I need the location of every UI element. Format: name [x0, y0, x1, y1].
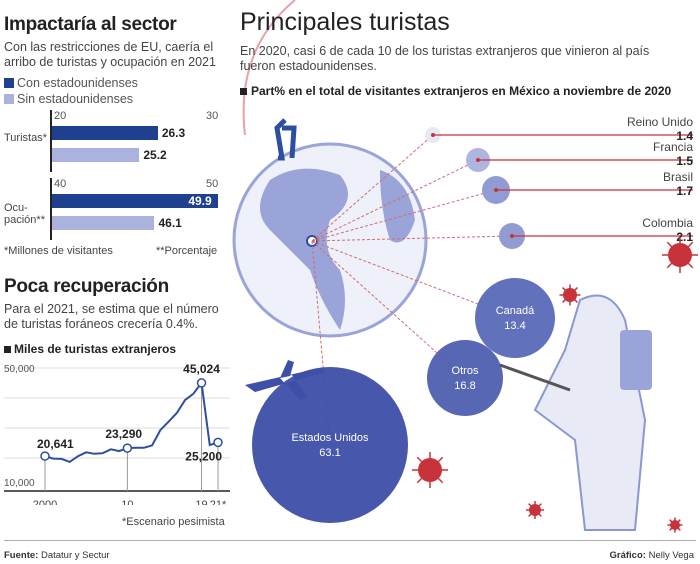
bubble-otros: [427, 340, 503, 416]
bar-sin: [52, 216, 155, 230]
impact-bar-chart: 20 30 Turistas* 26.3 25.2 40 50 Ocu- pación** 49…: [0, 108, 230, 243]
hazmat-worker-illustration: [533, 294, 647, 531]
legend-swatch: [4, 94, 14, 104]
recovery-title: Poca recuperación: [4, 276, 169, 297]
value-label: 1.4: [676, 129, 693, 143]
virus-icon: [670, 520, 680, 530]
data-point: [122, 443, 133, 453]
line-chart-title: Miles de turistas extranjeros: [4, 342, 176, 356]
virus-icon: [563, 288, 577, 302]
europe-africa-landmass: [380, 170, 415, 243]
country-label: Reino Unido: [627, 115, 693, 129]
subtitle-line: Para el 2021, se estima que el número: [4, 302, 219, 316]
data-label: 25,200: [185, 449, 222, 463]
bubble-estados-unidos: [252, 367, 408, 523]
value-label: 2.1: [676, 230, 693, 244]
sprayer-person-illustration: [274, 118, 297, 161]
source: Fuente: Datatur y Sectur: [4, 550, 110, 561]
value-label: 13.4: [504, 320, 525, 332]
scenario-note: *Escenario pesimista: [122, 516, 225, 528]
x-tick-label: 10: [121, 499, 133, 505]
recovery-subtitle: Para el 2021, se estima que el número de…: [4, 302, 219, 332]
sprayer-tank: [620, 330, 652, 390]
legend-label: Sin estadounidenses: [17, 92, 134, 106]
axis-tick-label: 30: [206, 110, 219, 122]
data-label: 23,290: [105, 427, 142, 441]
data-point: [196, 378, 207, 388]
connector-line: [311, 235, 513, 242]
axis-tick-label: 20: [54, 110, 67, 122]
bullet-icon: [4, 345, 11, 353]
value-label: 1.7: [676, 184, 693, 198]
x-tick-label: 2000: [33, 499, 57, 505]
credit: Gráfico: Nelly Vega: [609, 550, 695, 561]
tourists-line-chart: 50,000 10,000 20,641 23,290 45,024 25,200 2000…: [4, 362, 230, 505]
bar-axis-line: [50, 178, 52, 240]
decorative-arc: [242, 0, 296, 136]
airplane-icon: [245, 360, 325, 400]
subtitle-line: En 2020, casi 6 de cada 10 de los turist…: [240, 44, 650, 58]
footnote-millions: *Millones de visitantes: [4, 245, 113, 257]
country-label: Colombia: [642, 216, 693, 230]
connector-line: [311, 134, 434, 242]
bar-sin: [52, 148, 140, 162]
x-tick-label: 19: [195, 499, 207, 505]
legend-label: Con estadounidenses: [17, 76, 138, 90]
country-label: Estados Unidos: [291, 432, 369, 444]
legend-swatch: [4, 78, 14, 88]
data-point: [40, 451, 50, 461]
group-label: Ocu- pación**: [4, 202, 45, 226]
group-label: Turistas*: [4, 132, 47, 144]
americas-landmass: [260, 168, 348, 330]
legend-con: Con estadounidenses: [4, 76, 138, 90]
virus-icon: [418, 458, 442, 482]
value-label: 16.8: [454, 380, 475, 392]
connector-line: [311, 159, 479, 242]
country-label: Brasil: [663, 170, 693, 184]
value-label: 1.5: [676, 154, 693, 168]
bar-value-label: 26.3: [161, 126, 186, 140]
bar-value-label: 49.9: [188, 194, 212, 208]
subtitle-line: de turistas foráneos crecería 0.4%.: [4, 317, 198, 331]
value-label: 63.1: [319, 447, 340, 459]
main-title: Principales turistas: [240, 8, 450, 36]
bubble-canadá: [475, 278, 555, 358]
x-tick-label: 21*: [210, 499, 227, 505]
country-label: Otros: [452, 365, 479, 377]
subtitle-line: Con las restricciones de EU, caería el: [4, 40, 214, 54]
bar-value-label: 46.1: [158, 216, 182, 230]
subtitle-line: fueron estadounidenses.: [240, 59, 377, 73]
spray-wand: [499, 363, 571, 392]
bar-con: [52, 194, 219, 208]
subtitle-line: arribo de turistas y ocupación en 2021: [4, 55, 216, 69]
axis-tick-label: 50: [206, 178, 219, 190]
bar-value-label: 25.2: [143, 148, 167, 162]
country-label: Francia: [653, 140, 693, 154]
y-tick-label: 50,000: [4, 364, 35, 375]
impact-title: Impactaría al sector: [4, 14, 177, 35]
data-label: 45,024: [183, 362, 220, 376]
bar-axis-line: [50, 110, 52, 172]
connector-line: [311, 189, 497, 242]
bullet-icon: [240, 87, 247, 95]
footnote-percent: **Porcentaje: [156, 245, 218, 257]
impact-subtitle: Con las restricciones de EU, caería el a…: [4, 40, 216, 70]
axis-tick-label: 40: [54, 178, 67, 190]
bar-con: [52, 126, 158, 140]
bubble-chart-title: Part% en el total de visitantes extranje…: [240, 84, 671, 98]
country-label: Canadá: [496, 305, 535, 317]
data-label: 20,641: [37, 437, 74, 451]
legend-sin: Sin estadounidenses: [4, 92, 133, 106]
main-subtitle: En 2020, casi 6 de cada 10 de los turist…: [240, 44, 649, 74]
virus-icon: [668, 243, 692, 267]
footer-divider: [4, 540, 696, 541]
data-point: [213, 437, 223, 448]
virus-icon: [529, 504, 541, 516]
y-tick-label: 10,000: [4, 478, 35, 489]
